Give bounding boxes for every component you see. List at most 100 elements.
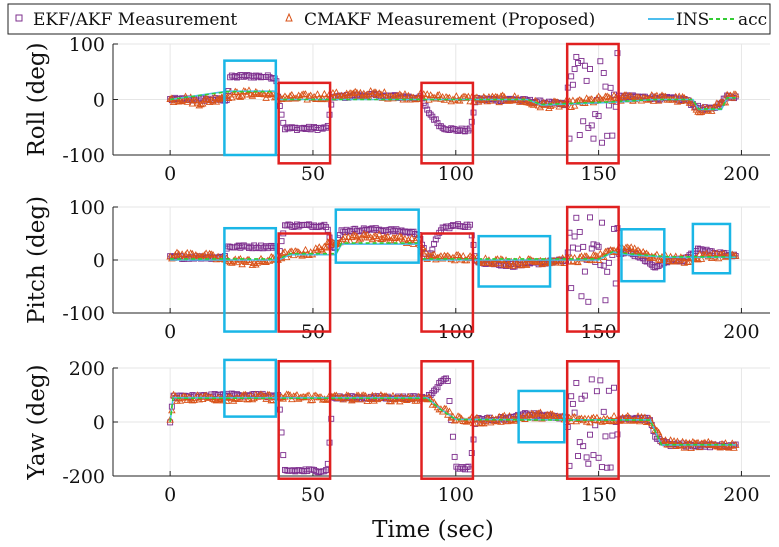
cmakf-marker: [382, 233, 390, 241]
cmakf-marker: [216, 94, 224, 102]
cmakf-marker: [291, 392, 300, 400]
ekf-marker: [571, 66, 578, 73]
cmakf-marker: [373, 234, 382, 242]
cmakf-marker: [257, 90, 265, 97]
y-tick-label: 0: [93, 412, 105, 434]
cmakf-marker: [216, 395, 224, 403]
cmakf-marker: [713, 249, 721, 257]
cmakf-marker: [260, 90, 269, 98]
cmakf-marker: [610, 412, 618, 419]
cmakf-marker: [181, 92, 190, 100]
cmakf-marker: [557, 258, 565, 266]
cmakf-marker: [649, 253, 658, 261]
cmakf-marker: [534, 409, 543, 417]
cmakf-marker: [322, 243, 330, 251]
cmakf-marker: [538, 99, 546, 107]
ekf-marker: [434, 384, 441, 391]
cmakf-marker: [351, 231, 359, 239]
cmakf-marker: [390, 234, 399, 242]
cmakf-marker: [670, 437, 678, 444]
cmakf-marker: [591, 251, 599, 259]
ekf-marker: [576, 229, 583, 235]
ekf-marker: [607, 84, 614, 91]
cmakf-marker: [445, 407, 454, 415]
x-tick-label: 50: [301, 163, 325, 185]
ekf-marker: [569, 81, 576, 88]
cmakf-marker: [560, 259, 569, 267]
cmakf-marker: [396, 232, 404, 240]
y-axis-label: Pitch (deg): [24, 196, 50, 324]
cmakf-marker: [478, 418, 486, 426]
cmakf-marker: [459, 251, 467, 259]
y-tick-label: 0: [93, 250, 105, 272]
ekf-marker: [323, 467, 330, 473]
cmakf-marker: [570, 101, 579, 109]
cmakf-marker: [680, 443, 689, 451]
x-tick-label: 200: [723, 321, 759, 343]
cmakf-marker: [186, 249, 195, 257]
cmakf-marker: [546, 102, 555, 109]
cmakf-marker: [586, 418, 594, 426]
cmakf-marker: [190, 395, 198, 403]
cmakf-marker: [526, 99, 534, 106]
cmakf-marker: [531, 414, 539, 422]
cmakf-marker: [353, 232, 361, 240]
x-tick-label: 0: [164, 321, 176, 343]
red-highlight-box: [420, 360, 475, 480]
ekf-marker: [444, 378, 451, 384]
legend: EKF/AKF Measurement CMAKF Measurement (P…: [7, 3, 771, 35]
cmakf-marker: [320, 89, 329, 97]
cmakf-marker: [668, 257, 677, 265]
cmakf-marker: [401, 234, 409, 242]
ekf-marker: [576, 439, 583, 446]
cmakf-marker: [673, 437, 682, 445]
cmakf-marker: [697, 254, 706, 262]
cmakf-marker: [534, 257, 543, 265]
cmakf-marker: [665, 257, 673, 264]
cmakf-marker: [397, 233, 406, 241]
cmakf-marker: [495, 259, 503, 267]
cmakf-marker: [195, 101, 204, 109]
ekf-marker: [599, 139, 605, 146]
cmakf-marker: [348, 396, 356, 404]
cmakf-marker: [572, 257, 581, 265]
cmakf-marker: [707, 107, 716, 114]
cmakf-marker: [495, 98, 503, 106]
cmakf-marker: [466, 97, 474, 105]
cmakf-marker: [301, 245, 310, 253]
cmakf-marker: [699, 439, 707, 447]
x-tick-label: 0: [164, 484, 176, 506]
ekf-marker: [611, 384, 617, 391]
cmakf-marker: [226, 393, 234, 401]
ekf-marker: [588, 376, 595, 383]
ekf-marker: [573, 214, 580, 221]
ekf-marker: [323, 124, 330, 131]
cmakf-marker: [205, 249, 214, 257]
cmakf-marker: [725, 92, 733, 100]
cmakf-marker: [639, 415, 647, 423]
red-highlight-box: [420, 232, 475, 333]
ekf-marker: [592, 111, 599, 118]
cmakf-marker: [421, 247, 430, 255]
cmakf-marker: [171, 392, 180, 400]
cmakf-marker: [248, 395, 257, 403]
y-axis-label: Yaw (deg): [24, 364, 50, 480]
cmakf-marker: [188, 249, 197, 257]
red-highlight-box: [277, 232, 332, 333]
ekf-marker: [578, 395, 585, 402]
cmakf-marker: [654, 96, 663, 104]
cmakf-marker: [358, 233, 366, 241]
cmakf-marker: [253, 89, 262, 97]
cmakf-marker: [313, 90, 322, 98]
cmakf-marker: [725, 443, 733, 451]
cmakf-marker: [661, 436, 670, 444]
cmakf-marker: [197, 100, 205, 108]
cmakf-marker: [625, 244, 634, 252]
cmakf-marker: [178, 97, 186, 105]
cmakf-marker: [377, 90, 385, 98]
cmakf-marker: [404, 393, 413, 400]
ekf-marker: [581, 62, 588, 69]
ekf-marker: [568, 393, 575, 400]
series-group: [166, 375, 740, 476]
x-tick-label: 50: [301, 484, 325, 506]
